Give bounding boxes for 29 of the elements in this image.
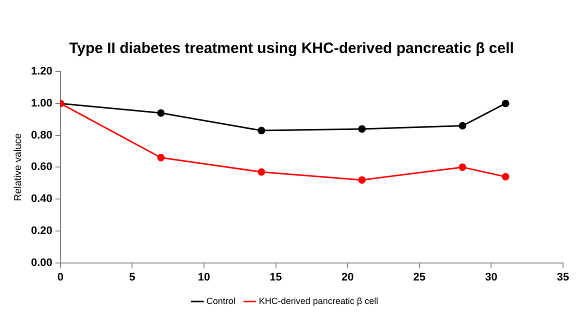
y-tick-label: 0.80 — [30, 129, 52, 142]
x-tick-label: 5 — [129, 271, 136, 284]
y-axis-title: Relative valuce — [12, 132, 24, 202]
x-tick-label: 0 — [57, 271, 64, 284]
point — [458, 122, 466, 130]
x-tick-label: 10 — [198, 271, 210, 284]
point — [358, 125, 366, 133]
x-tick-label: 20 — [341, 271, 354, 284]
point — [502, 100, 510, 108]
y-tick-label: 0.40 — [30, 193, 52, 206]
chart-title: Type II diabetes treatment using KHC-derived pancreatic β cell — [68, 40, 515, 57]
y-tick-label: 0.20 — [30, 224, 52, 237]
point — [258, 126, 266, 134]
point — [258, 168, 266, 176]
point — [358, 176, 366, 184]
legend-label: Control — [206, 296, 236, 306]
point — [458, 163, 466, 171]
y-tick-label: 0.00 — [30, 256, 52, 269]
x-tick-label: 25 — [413, 271, 426, 284]
x-tick-label: 15 — [270, 271, 282, 284]
x-tick-label: 30 — [485, 271, 498, 284]
y-tick-label: 1.20 — [30, 66, 52, 78]
x-tick-label: 35 — [556, 271, 570, 284]
y-tick-label: 0.60 — [30, 161, 52, 174]
legend-label: KHC-derived pancreatic β cell — [258, 296, 378, 306]
y-tick-label: 1.00 — [30, 98, 52, 110]
point — [157, 154, 165, 162]
point — [157, 109, 165, 117]
point — [502, 173, 510, 181]
